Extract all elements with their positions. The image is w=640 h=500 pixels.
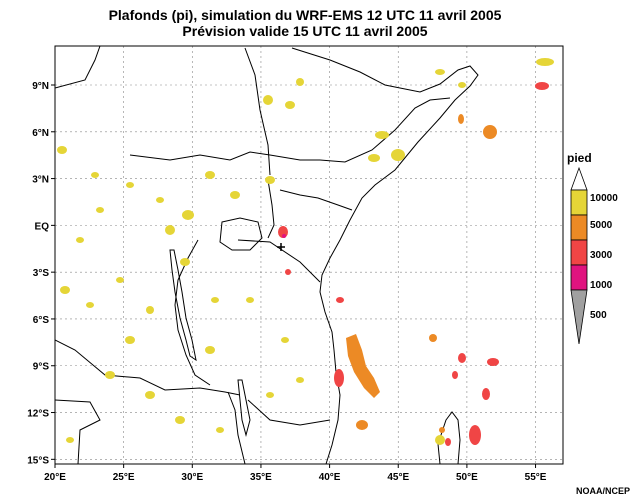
map-frame: [55, 46, 563, 464]
border-zambia: [55, 339, 241, 396]
ceiling-10000-patches: [57, 58, 554, 445]
border-kenya-ethiopia: [279, 189, 353, 211]
legend-colorbar: [570, 166, 588, 345]
lat-tick-label: 9°N: [32, 81, 49, 92]
legend-arrow-bottom: [570, 289, 588, 345]
lat-tick-label: 9°S: [33, 362, 50, 373]
lat-tick-label: EQ: [35, 221, 50, 232]
madagascar: [437, 411, 461, 464]
legend-swatch-1000: [570, 264, 588, 291]
legend-label-500: 500: [590, 310, 607, 321]
map-border: [54, 45, 564, 465]
legend-arrow-top: [570, 166, 588, 191]
lon-tick-label: 50°E: [456, 472, 478, 483]
legend-swatch-3000: [570, 239, 588, 266]
legend-label-1000: 1000: [590, 280, 613, 291]
lat-tick-label: 15°S: [27, 455, 49, 466]
border-angola: [55, 399, 101, 464]
border-mozambique: [247, 399, 331, 426]
lat-tick-label: 12°S: [27, 409, 49, 420]
map-title-line-1: Plafonds (pi), simulation du WRF-EMS 12 …: [108, 7, 502, 23]
lat-tick-label: 6°S: [33, 315, 50, 326]
credit-noaa-ncep: NOAA/NCEP: [576, 486, 631, 496]
border-ethiopia-somalia: [319, 97, 451, 163]
coastlines-borders: [55, 46, 479, 464]
legend-swatch-10000: [570, 189, 588, 216]
lat-tick-label: 6°N: [32, 128, 49, 139]
station-marker-icon: [277, 243, 285, 251]
border-tanzania-kenya: [237, 239, 321, 283]
border-malawi: [227, 391, 246, 464]
legend-label-5000: 5000: [590, 220, 613, 231]
border-uganda-kenya: [267, 179, 275, 239]
ceiling-patches: [57, 58, 554, 446]
ceiling-5000-patches: [346, 114, 497, 433]
border-south-sudan: [129, 151, 320, 161]
lon-tick-label: 25°E: [113, 472, 135, 483]
lon-tick-label: 40°E: [319, 472, 341, 483]
lake-victoria: [219, 217, 263, 251]
lon-tick-label: 55°E: [525, 472, 547, 483]
legend-swatch-5000: [570, 214, 588, 241]
map-title-line-2: Prévision valide 15 UTC 11 avril 2005: [182, 23, 428, 39]
legend-title: pied: [567, 151, 592, 165]
legend-label-3000: 3000: [590, 250, 613, 261]
ceiling-1000-patches: [282, 234, 286, 238]
lon-tick-label: 20°E: [44, 472, 66, 483]
border-sudan-north: [55, 46, 101, 89]
lon-tick-label: 45°E: [387, 472, 409, 483]
coastline-horn: [291, 47, 479, 464]
lat-tick-label: 3°S: [33, 268, 50, 279]
lake-malawi: [237, 379, 251, 437]
lake-tanganyika: [169, 249, 197, 362]
latitude-tick-labels: 9°N 6°N 3°N EQ 3°S 6°S 9°S 12°S 15°S: [27, 81, 55, 466]
lat-tick-label: 3°N: [32, 175, 49, 186]
longitude-tick-labels: 20°E 25°E 30°E 35°E 40°E 45°E 50°E 55°E: [44, 464, 547, 483]
lon-tick-label: 35°E: [250, 472, 272, 483]
legend-label-10000: 10000: [590, 193, 618, 204]
lon-tick-label: 30°E: [181, 472, 203, 483]
